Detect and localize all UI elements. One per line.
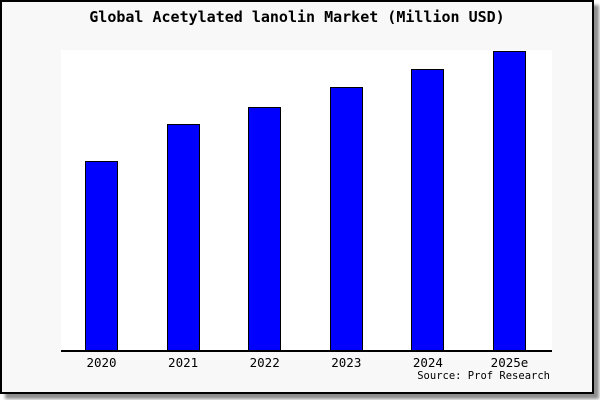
bar-2025e [493, 51, 526, 350]
x-tick-label-2023: 2023 [331, 355, 362, 370]
chart-title: Global Acetylated lanolin Market (Millio… [89, 8, 505, 26]
x-tick-label-2025e: 2025e [490, 355, 529, 370]
bar-2024 [411, 69, 445, 350]
plot-area [61, 50, 552, 352]
x-axis-labels: 2020 2021 2022 2023 2024 2025e [61, 355, 552, 371]
bar-2020 [85, 161, 118, 350]
x-tick-label-2020: 2020 [86, 355, 117, 370]
x-tick-label-2022: 2022 [249, 355, 280, 370]
bar-2022 [248, 107, 282, 350]
chart-frame: Global Acetylated lanolin Market (Millio… [0, 0, 594, 394]
x-tick-label-2021: 2021 [168, 355, 199, 370]
source-note: Source: Prof Research [417, 370, 550, 382]
x-tick-label-2024: 2024 [412, 355, 443, 370]
bar-2023 [329, 87, 363, 350]
bar-2021 [166, 124, 200, 350]
